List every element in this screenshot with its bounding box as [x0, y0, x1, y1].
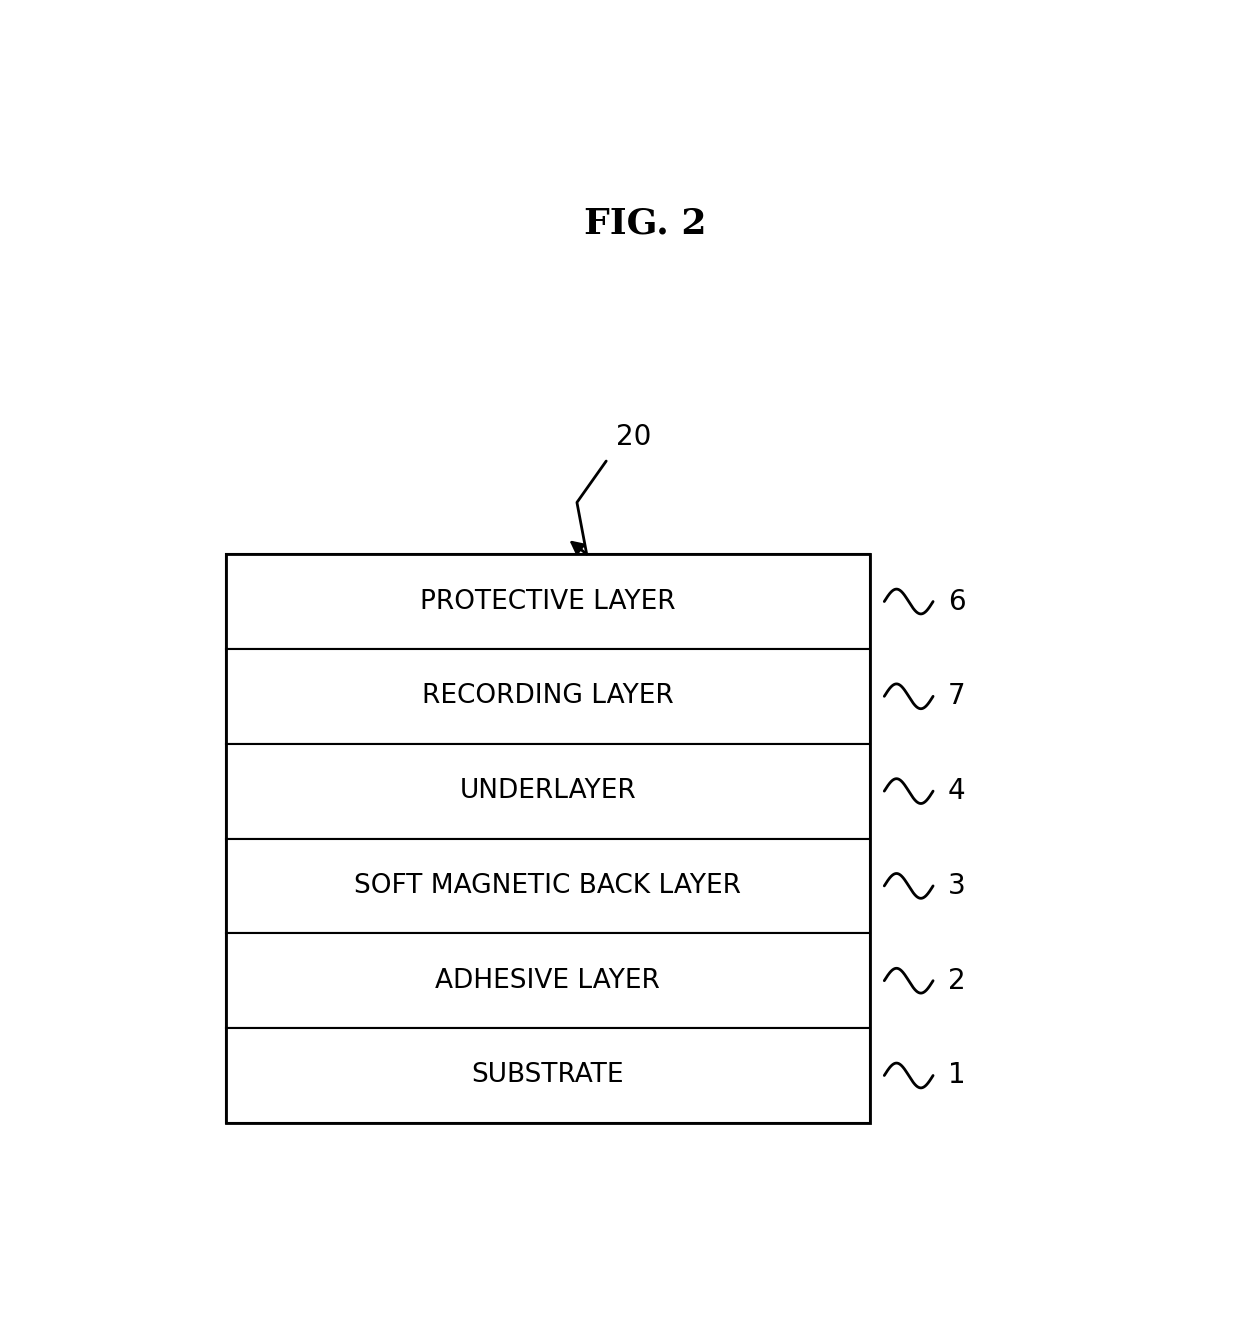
- Text: SUBSTRATE: SUBSTRATE: [471, 1062, 624, 1088]
- Text: FIG. 2: FIG. 2: [584, 207, 706, 240]
- Text: 1: 1: [948, 1061, 966, 1089]
- Bar: [225, 933, 870, 1029]
- Bar: [225, 1029, 870, 1123]
- Text: RECORDING LAYER: RECORDING LAYER: [422, 684, 674, 709]
- Text: 6: 6: [948, 587, 966, 615]
- Bar: [225, 555, 870, 1123]
- Bar: [225, 838, 870, 933]
- Text: UNDERLAYER: UNDERLAYER: [460, 778, 636, 804]
- Bar: [225, 744, 870, 838]
- Text: 3: 3: [948, 872, 966, 900]
- Text: PROTECTIVE LAYER: PROTECTIVE LAYER: [419, 588, 676, 615]
- Text: 7: 7: [948, 682, 966, 710]
- Text: 20: 20: [616, 423, 651, 451]
- Text: 2: 2: [948, 967, 966, 995]
- Text: SOFT MAGNETIC BACK LAYER: SOFT MAGNETIC BACK LAYER: [354, 873, 742, 898]
- Text: ADHESIVE LAYER: ADHESIVE LAYER: [436, 968, 660, 994]
- Text: 4: 4: [948, 778, 966, 804]
- Bar: [225, 649, 870, 744]
- Bar: [225, 555, 870, 649]
